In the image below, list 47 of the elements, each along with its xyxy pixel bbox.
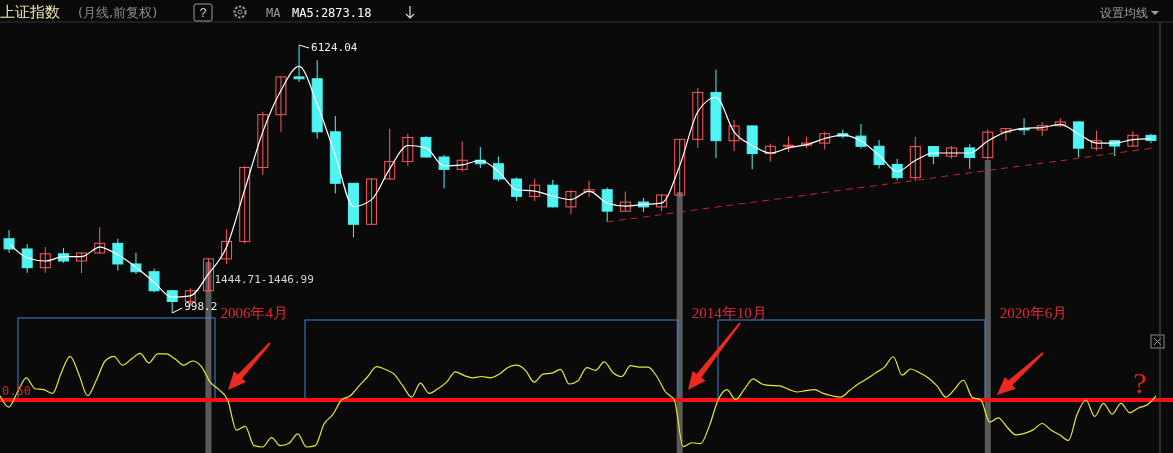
text: 设置均线 <box>1100 6 1148 20</box>
chart-subtitle: (月线,前复权) <box>78 5 158 20</box>
candlestick <box>21 243 33 274</box>
candlestick <box>492 155 504 182</box>
candlestick <box>547 179 559 208</box>
annotation: 998.2 <box>184 300 218 313</box>
candlestick <box>583 180 595 198</box>
annotation: 2014年10月 <box>691 305 767 321</box>
candlestick <box>619 191 631 212</box>
annotation: 1444.71-1446.99 <box>214 272 314 286</box>
candlestick <box>402 133 414 167</box>
candlestick <box>891 158 903 181</box>
candlestick <box>384 128 396 181</box>
candlestick <box>909 136 921 182</box>
candlestick <box>529 178 541 202</box>
candlestick <box>366 177 378 226</box>
candlestick <box>456 140 468 172</box>
candlestick <box>112 238 124 272</box>
annotation: ? <box>1133 366 1147 399</box>
candlestick <box>674 138 686 198</box>
candlestick <box>728 119 740 152</box>
candlestick <box>94 226 106 255</box>
candlestick <box>692 87 704 149</box>
candlestick <box>1091 130 1103 152</box>
candlestick <box>982 128 994 161</box>
text: ? <box>199 6 207 20</box>
candlestick <box>257 111 269 176</box>
candlestick <box>239 165 251 244</box>
candlestick <box>39 246 51 274</box>
candlestick <box>221 228 233 265</box>
annotation: 2020年6月 <box>999 305 1068 321</box>
candlestick <box>1000 128 1012 142</box>
candlestick <box>873 139 885 170</box>
candlestick <box>76 252 88 274</box>
annotation: 2006年4月 <box>220 305 288 321</box>
candlestick <box>438 154 450 189</box>
candlestick <box>202 257 214 292</box>
text: MA5:2873.18 <box>292 6 372 20</box>
candlestick <box>565 189 577 215</box>
candlestick <box>601 187 613 223</box>
candlestick <box>148 268 160 293</box>
text: MA <box>266 6 282 20</box>
candlestick <box>293 44 305 83</box>
annotation: 6124.04 <box>311 41 358 54</box>
candlestick <box>420 135 432 159</box>
candlestick <box>275 75 287 133</box>
chart-title: 上证指数 <box>0 3 60 21</box>
